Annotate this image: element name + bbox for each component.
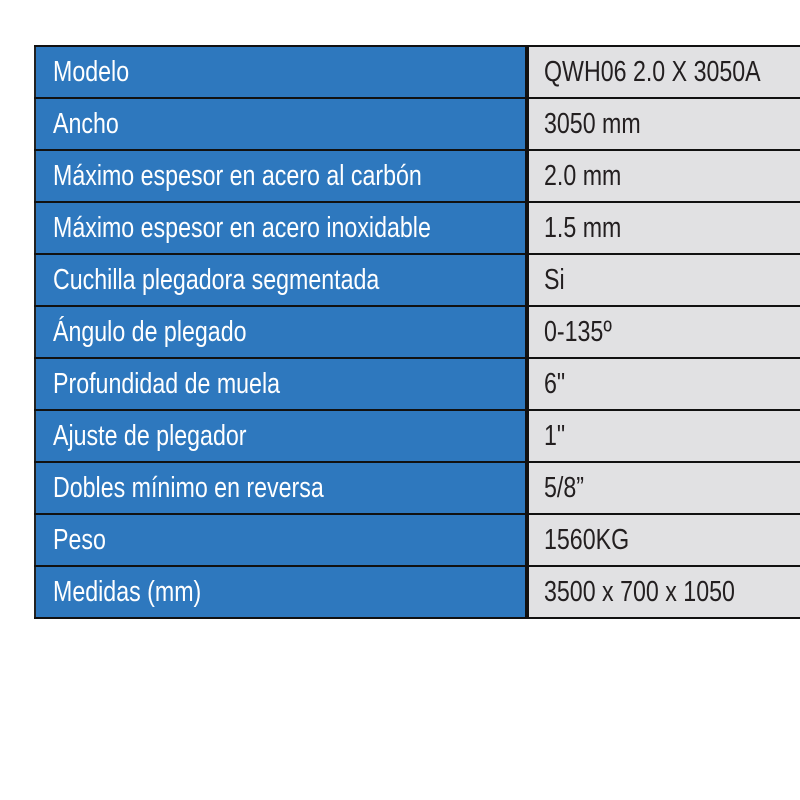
spec-value-cell: 1560KG <box>527 513 800 567</box>
spec-value-cell: 1.5 mm <box>527 201 800 255</box>
spec-label: Máximo espesor en acero inoxidable <box>53 211 431 244</box>
spec-label-cell: Ancho <box>35 97 530 151</box>
spec-value: 1" <box>544 419 566 452</box>
spec-value: 5/8” <box>544 471 585 504</box>
spec-label: Medidas (mm) <box>53 575 202 608</box>
spec-value: 3050 mm <box>544 107 642 140</box>
spec-label: Modelo <box>53 55 130 88</box>
spec-value-cell: 1" <box>527 409 800 463</box>
spec-label: Peso <box>53 523 106 556</box>
spec-value: Si <box>544 263 565 296</box>
spec-value: 3500 x 700 x 1050 <box>544 575 736 608</box>
spec-value: 6" <box>544 367 566 400</box>
spec-label-cell: Ajuste de plegador <box>35 409 530 463</box>
spec-label-cell: Dobles mínimo en reversa <box>35 461 530 515</box>
spec-label: Dobles mínimo en reversa <box>53 471 324 504</box>
spec-label: Ancho <box>53 107 119 140</box>
spec-label: Ajuste de plegador <box>53 419 247 452</box>
table-row: Medidas (mm) 3500 x 700 x 1050 <box>35 565 800 619</box>
table-row: Ajuste de plegador 1" <box>35 409 800 463</box>
spec-table: Modelo QWH06 2.0 X 3050A Ancho 3050 mm Máxim… <box>34 45 800 619</box>
spec-value-cell: 0-135º <box>527 305 800 359</box>
spec-value-cell: 5/8” <box>527 461 800 515</box>
spec-label-cell: Modelo <box>35 45 530 99</box>
spec-label-cell: Máximo espesor en acero al carbón <box>35 149 530 203</box>
spec-label: Ángulo de plegado <box>53 315 247 348</box>
spec-value-cell: 6" <box>527 357 800 411</box>
table-row: Ángulo de plegado 0-135º <box>35 305 800 359</box>
spec-label-cell: Peso <box>35 513 530 567</box>
spec-value: QWH06 2.0 X 3050A <box>544 55 761 88</box>
spec-value-cell: 3500 x 700 x 1050 <box>527 565 800 619</box>
table-row: Máximo espesor en acero al carbón 2.0 mm <box>35 149 800 203</box>
spec-label: Máximo espesor en acero al carbón <box>53 159 422 192</box>
spec-label-cell: Medidas (mm) <box>35 565 530 619</box>
table-row: Cuchilla plegadora segmentada Si <box>35 253 800 307</box>
spec-value: 1560KG <box>544 523 630 556</box>
table-row: Dobles mínimo en reversa 5/8” <box>35 461 800 515</box>
table-row: Modelo QWH06 2.0 X 3050A <box>35 45 800 99</box>
spec-value-cell: Si <box>527 253 800 307</box>
spec-value: 0-135º <box>544 315 613 348</box>
table-row: Máximo espesor en acero inoxidable 1.5 mm <box>35 201 800 255</box>
spec-value: 1.5 mm <box>544 211 622 244</box>
spec-value: 2.0 mm <box>544 159 622 192</box>
spec-label-cell: Ángulo de plegado <box>35 305 530 359</box>
table-row: Peso 1560KG <box>35 513 800 567</box>
spec-label-cell: Profundidad de muela <box>35 357 530 411</box>
spec-label: Cuchilla plegadora segmentada <box>53 263 380 296</box>
spec-label: Profundidad de muela <box>53 367 281 400</box>
table-row: Profundidad de muela 6" <box>35 357 800 411</box>
spec-value-cell: 3050 mm <box>527 97 800 151</box>
spec-label-cell: Cuchilla plegadora segmentada <box>35 253 530 307</box>
spec-label-cell: Máximo espesor en acero inoxidable <box>35 201 530 255</box>
spec-value-cell: QWH06 2.0 X 3050A <box>527 45 800 99</box>
spec-value-cell: 2.0 mm <box>527 149 800 203</box>
table-row: Ancho 3050 mm <box>35 97 800 151</box>
